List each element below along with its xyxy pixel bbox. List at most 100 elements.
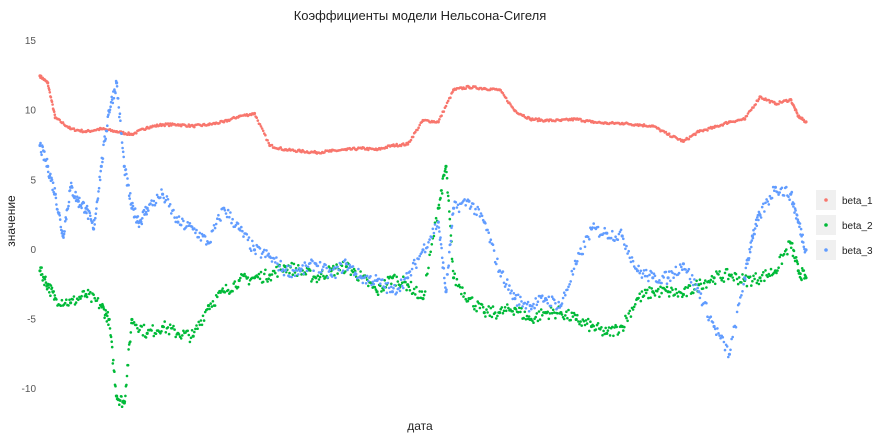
data-point (528, 304, 532, 308)
data-point (373, 285, 377, 289)
data-point (558, 306, 562, 309)
data-point (509, 103, 512, 106)
data-point (779, 253, 783, 257)
data-point (442, 267, 446, 270)
data-point (427, 241, 430, 244)
data-point (49, 284, 53, 287)
data-point (322, 265, 325, 269)
data-point (446, 273, 449, 276)
data-point (43, 283, 46, 287)
data-point (397, 283, 401, 287)
data-point (689, 281, 693, 284)
data-point (617, 232, 621, 236)
data-point (278, 264, 281, 268)
data-point (243, 272, 246, 276)
data-point (625, 244, 628, 248)
data-point (249, 249, 253, 252)
data-point (699, 282, 703, 286)
data-point (594, 328, 598, 331)
data-point (99, 164, 103, 168)
data-point (395, 291, 399, 294)
data-point (539, 308, 543, 311)
data-point (107, 113, 110, 117)
data-point (742, 117, 745, 120)
data-point (414, 293, 417, 296)
data-point (257, 272, 261, 276)
data-point (497, 311, 500, 314)
data-point (256, 119, 260, 122)
data-point (685, 294, 688, 298)
data-point (446, 99, 450, 103)
data-point (635, 298, 638, 302)
data-point (641, 272, 645, 275)
data-point (456, 203, 460, 207)
data-point (230, 221, 233, 225)
data-point (95, 207, 98, 210)
data-point (800, 278, 803, 282)
data-point (644, 268, 648, 272)
legend-label: beta_2 (842, 221, 873, 232)
data-point (601, 334, 604, 337)
data-point (71, 298, 75, 301)
data-point (109, 105, 112, 108)
data-point (46, 170, 50, 174)
data-point (445, 101, 449, 105)
data-point (777, 102, 780, 106)
data-point (376, 293, 380, 297)
data-point (569, 280, 572, 283)
data-point (114, 79, 118, 83)
y-axis-label: значение (4, 195, 18, 247)
data-point (744, 266, 748, 270)
data-point (504, 283, 508, 286)
data-point (755, 281, 759, 285)
data-point (448, 250, 451, 254)
data-point (356, 276, 359, 280)
data-point (258, 277, 262, 281)
data-point (455, 206, 459, 209)
data-point (174, 335, 177, 339)
data-point (433, 221, 437, 224)
data-point (195, 228, 198, 232)
data-point (65, 298, 68, 302)
data-point (129, 340, 132, 344)
data-point (218, 121, 221, 125)
data-point (423, 250, 427, 254)
data-point (236, 285, 240, 289)
data-point (414, 262, 417, 266)
data-point (582, 240, 586, 243)
data-point (488, 314, 492, 318)
data-point (316, 274, 320, 278)
data-point (112, 96, 116, 100)
data-point (124, 168, 128, 171)
data-point (117, 106, 121, 109)
data-point (697, 283, 701, 287)
data-point (267, 277, 271, 281)
data-point (638, 271, 641, 275)
data-point (780, 262, 784, 266)
data-point (731, 335, 734, 339)
data-point (325, 266, 329, 270)
data-point (556, 312, 559, 315)
data-point (55, 203, 58, 206)
data-point (340, 271, 344, 275)
data-point (753, 227, 757, 230)
data-point (152, 199, 156, 203)
data-point (411, 261, 415, 265)
data-point (712, 276, 716, 280)
data-point (313, 261, 317, 265)
data-point (462, 295, 465, 298)
data-point (624, 247, 627, 251)
data-point (524, 307, 528, 310)
data-point (452, 206, 456, 210)
data-point (89, 214, 92, 218)
data-point (234, 223, 238, 227)
data-point (160, 330, 163, 333)
data-point (711, 280, 715, 283)
data-point (798, 225, 801, 229)
data-point (530, 307, 533, 311)
data-point (669, 290, 672, 294)
data-point (90, 300, 93, 304)
data-point (490, 315, 494, 319)
legend-marker (824, 198, 828, 202)
